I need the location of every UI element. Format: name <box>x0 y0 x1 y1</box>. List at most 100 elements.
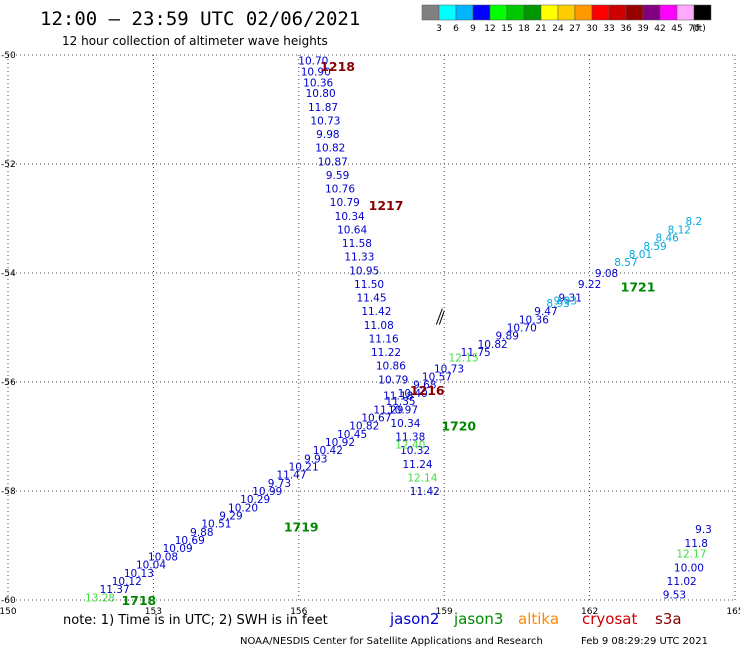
scale-swatch <box>591 4 610 21</box>
scale-label: 12 <box>484 24 495 34</box>
scale-label: 9 <box>470 24 476 34</box>
scale-swatch <box>574 4 593 21</box>
wave-height-label: 10.73 <box>310 115 340 127</box>
scale-swatch <box>455 4 474 21</box>
wave-height-label: 9.22 <box>578 279 601 291</box>
wave-height-label: 10.69 <box>175 535 205 547</box>
scale-swatch <box>438 4 457 21</box>
wave-height-label: 10.36 <box>519 314 549 326</box>
scale-swatch <box>608 4 627 21</box>
wave-height-label: 8.12 <box>668 224 691 236</box>
wave-height-label: 11.08 <box>364 320 394 332</box>
wave-height-label: 10.40 <box>398 388 428 400</box>
wave-height-label: 10.86 <box>376 361 406 373</box>
scale-swatch <box>506 4 525 21</box>
wave-height-label: 10.51 <box>201 519 231 531</box>
wave-height-label: 12.14 <box>407 472 437 484</box>
satellite-legend-jason2: jason2 <box>389 610 439 628</box>
scale-label: 21 <box>535 24 546 34</box>
scale-label: 6 <box>453 24 459 34</box>
scale-unit: (ft) <box>692 24 706 34</box>
wave-height-label: 10.97 <box>388 404 418 416</box>
wave-height-label: 11.38 <box>395 432 425 444</box>
scale-label: 27 <box>569 24 580 34</box>
wave-height-label: 11.24 <box>403 459 433 471</box>
wave-height-label: 10.82 <box>315 143 345 155</box>
wave-height-label: 11.35 <box>386 396 416 408</box>
footer: note: 1) Time is in UTC; 2) SWH is in fe… <box>63 610 708 647</box>
wave-height-label: 10.09 <box>163 543 193 555</box>
wave-height-label: 8.46 <box>655 233 679 245</box>
wave-height-label: 9.68 <box>413 380 436 392</box>
wave-height-label: 10.42 <box>313 445 343 457</box>
wave-height-label: 9.3 <box>695 524 712 536</box>
wave-height-label: 10.34 <box>335 211 365 223</box>
x-tick-label: 165 <box>726 607 740 617</box>
x-tick-label: 159 <box>436 607 453 617</box>
wave-height-label: 9.89 <box>496 331 519 343</box>
wave-height-label: 9.73 <box>268 478 291 490</box>
x-tick-label: 162 <box>581 607 598 617</box>
scale-label: 18 <box>518 24 530 34</box>
scale-swatch <box>625 4 644 21</box>
grid-lines <box>7 54 736 601</box>
wave-height-label: 11.58 <box>342 238 372 250</box>
satellite-legend-jason3: jason3 <box>453 610 503 628</box>
wave-height-label: 10.73 <box>434 363 464 375</box>
scale-label: 45 <box>671 24 682 34</box>
wave-height-label: 11.18 <box>383 391 413 403</box>
wave-height-label: 12.15 <box>449 352 479 364</box>
y-tick-label: -54 <box>1 269 16 279</box>
footer-credit: NOAA/NESDIS Center for Satellite Applica… <box>240 636 543 647</box>
wave-height-label: 11.42 <box>410 486 440 498</box>
wave-height-label: 10.87 <box>318 156 348 168</box>
wave-height-label: 11.87 <box>308 102 338 114</box>
wave-height-label: 10.90 <box>301 66 331 78</box>
wave-height-label: 13.28 <box>85 592 115 604</box>
scale-swatch <box>523 4 542 21</box>
scale-swatch <box>676 4 695 21</box>
wave-height-label: 10.99 <box>252 486 282 498</box>
wave-height-label: 11.47 <box>276 470 306 482</box>
scale-label: 70 <box>688 24 700 34</box>
wave-height-label: 10.92 <box>325 437 355 449</box>
scale-label: 3 <box>436 24 442 34</box>
wave-height-label: 10.29 <box>240 494 270 506</box>
scale-label: 24 <box>552 24 564 34</box>
pass-time-label: 1216 <box>410 383 445 398</box>
scale-swatch <box>489 4 508 21</box>
wave-height-label: 10.76 <box>325 184 355 196</box>
scale-swatch <box>421 4 440 21</box>
wave-height-label: 9.98 <box>316 129 339 141</box>
wave-height-label: 10.70 <box>507 323 537 335</box>
x-tick-label: 156 <box>290 607 307 617</box>
wave-height-label: 10.79 <box>330 197 360 209</box>
wave-height-label: 10.21 <box>289 461 319 473</box>
wave-height-label: 11.50 <box>354 279 384 291</box>
wave-height-label: 10.82 <box>349 421 379 433</box>
scale-swatch <box>642 4 661 21</box>
scale-swatch <box>693 4 712 21</box>
wave-height-label: 10.70 <box>298 55 328 67</box>
scale-label: 42 <box>654 24 665 34</box>
wave-height-label: 8.59 <box>643 241 666 253</box>
x-tick-label: 153 <box>145 607 162 617</box>
scale-label: 39 <box>637 24 649 34</box>
wave-height-label: 8.01 <box>629 249 652 261</box>
scale-swatch <box>659 4 678 21</box>
wave-height-label: 11.02 <box>667 576 697 588</box>
y-tick-label: -56 <box>1 378 16 388</box>
y-tick-label: -58 <box>1 487 16 497</box>
wave-height-label: 9.88 <box>190 527 213 539</box>
wave-height-label: 10.08 <box>148 551 178 563</box>
plot-area: 150 153 156 159 162 165 -50 -52 -54 -56 -58 -60 10.… <box>0 51 740 617</box>
wave-height-label: 11.8 <box>685 538 708 550</box>
wave-height-label: 12.40 <box>395 440 425 452</box>
wave-height-label: 9.53 <box>663 590 686 602</box>
wave-height-label: 9.59 <box>326 170 349 182</box>
pass-time-label: 1719 <box>284 519 319 534</box>
wave-height-label: 9.31 <box>559 293 582 305</box>
wave-height-label: 10.57 <box>422 372 452 384</box>
wave-height-label: 8.57 <box>614 257 637 269</box>
